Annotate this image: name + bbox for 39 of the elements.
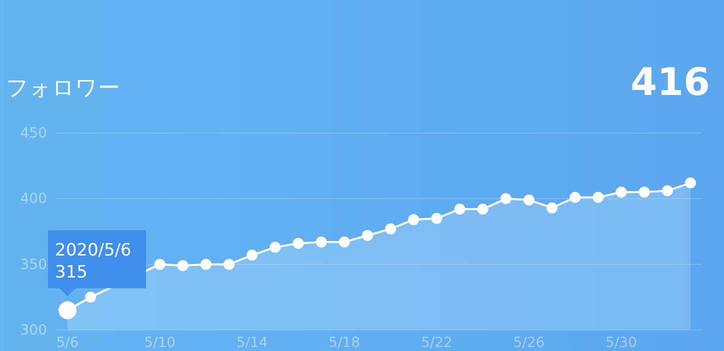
y-tick-label: 350 xyxy=(20,256,47,273)
point xyxy=(177,260,188,272)
point xyxy=(270,242,281,253)
x-tick-label: 5/6 xyxy=(56,334,79,351)
point xyxy=(570,192,581,203)
point xyxy=(431,212,442,224)
point xyxy=(292,238,304,249)
text: 416 xyxy=(630,60,710,104)
x-tick-label: 5/26 xyxy=(513,334,545,351)
x-tick-label: 5/14 xyxy=(236,334,268,351)
point xyxy=(684,177,696,188)
point xyxy=(500,193,512,204)
point xyxy=(85,292,96,303)
point xyxy=(200,258,212,270)
annotation: 2020/5/6 315 xyxy=(55,240,132,282)
point xyxy=(616,186,627,198)
point xyxy=(454,204,466,215)
point xyxy=(316,236,327,248)
point xyxy=(523,194,534,206)
point xyxy=(224,258,235,270)
point xyxy=(408,214,420,226)
y-tick-label: 400 xyxy=(20,191,47,208)
y-tick-label: 300 xyxy=(20,322,47,338)
point xyxy=(546,202,558,214)
x-tick-label: 5/18 xyxy=(328,334,360,351)
point xyxy=(338,236,350,248)
y-tick-label: 450 xyxy=(20,125,47,142)
x-tick-label: 5/10 xyxy=(144,334,176,351)
point xyxy=(477,204,488,215)
point xyxy=(662,185,673,196)
point xyxy=(154,258,166,270)
point xyxy=(362,230,373,241)
x-tick-label: 5/30 xyxy=(606,334,637,351)
x-tick-label: 5/22 xyxy=(420,334,452,351)
point xyxy=(638,186,650,198)
point xyxy=(385,223,396,234)
point xyxy=(592,192,604,203)
point xyxy=(246,250,258,261)
chart-title: フォロワー xyxy=(6,76,120,101)
